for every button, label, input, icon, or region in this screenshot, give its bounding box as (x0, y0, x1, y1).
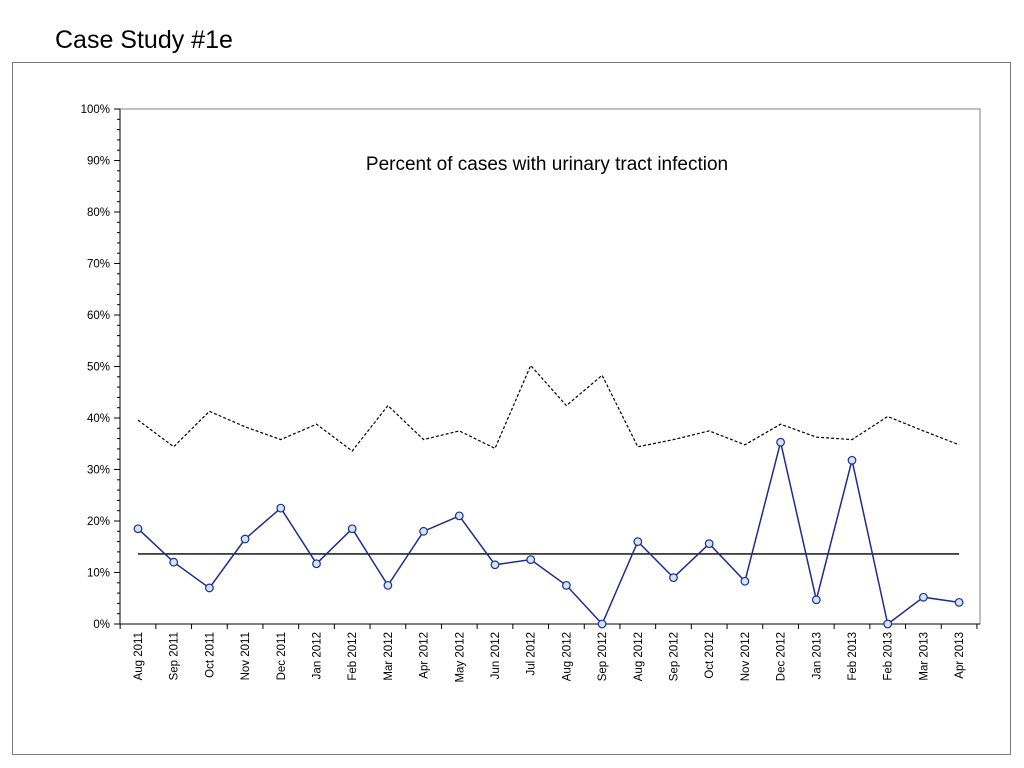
y-tick-label: 70% (87, 259, 110, 271)
x-tick-label: Aug 2011 (133, 632, 145, 680)
y-tick-label: 30% (87, 465, 110, 477)
x-tick-label: Feb 2013 (847, 632, 859, 681)
data-point (240, 534, 250, 544)
data-point (312, 559, 321, 569)
data-point (562, 580, 571, 590)
data-point (704, 539, 714, 549)
x-tick-label: Sep 2012 (669, 632, 681, 681)
x-tick-label: Apr 2012 (419, 632, 431, 679)
data-point (169, 557, 179, 567)
chart-title: Percent of cases with urinary tract infe… (366, 154, 728, 175)
data-point (419, 526, 429, 536)
x-tick-label: Nov 2011 (240, 632, 252, 680)
x-tick-label: Sep 2012 (597, 632, 609, 681)
control-chart: Percent of cases with urinary tract infe… (81, 104, 981, 683)
x-tick-label: Sep 2011 (169, 632, 181, 680)
data-point (204, 583, 214, 593)
x-tick-label: Dec 2012 (776, 632, 788, 681)
data-point (919, 592, 928, 602)
data-point (383, 580, 393, 590)
y-tick-label: 80% (87, 207, 110, 219)
data-point (133, 524, 143, 534)
slide-title: Case Study #1e (55, 26, 233, 54)
y-tick-label: 90% (87, 156, 110, 168)
data-point (847, 455, 857, 465)
data-point (276, 503, 286, 513)
y-tick-label: 60% (87, 310, 110, 322)
data-point (740, 576, 750, 586)
x-tick-label: Oct 2012 (704, 632, 716, 679)
y-tick-label: 100% (81, 104, 110, 116)
plot-area (119, 108, 981, 625)
x-tick-label: Oct 2011 (204, 632, 216, 678)
data-point (526, 555, 536, 565)
x-tick-label: Aug 2012 (561, 632, 573, 681)
x-tick-label: Jul 2012 (526, 632, 538, 675)
x-tick-label: Jan 2013 (811, 632, 823, 679)
x-tick-label: Jun 2012 (490, 632, 502, 679)
data-point (883, 619, 893, 629)
x-axis: Aug 2011 Sep 2011 Oct 2011 Nov 2011 Dec 2011… (119, 623, 980, 683)
data-line (137, 442, 960, 626)
x-tick-label: May 2012 (454, 632, 466, 683)
x-tick-label: Apr 2013 (954, 632, 966, 679)
y-tick-label: 50% (87, 362, 110, 374)
x-tick-label: Feb 2012 (347, 632, 359, 681)
data-point (454, 511, 464, 521)
data-point (347, 524, 357, 534)
x-tick-label: Feb 2013 (883, 632, 895, 681)
y-tick-label: 40% (87, 413, 110, 425)
plot-border (119, 108, 981, 625)
y-tick-label: 20% (87, 516, 110, 528)
x-tick-label: Mar 2012 (383, 632, 395, 681)
x-tick-label: Mar 2013 (918, 632, 930, 681)
y-axis: 0% 10% 20% 30% 40% 50% 60% 70% 80% 90% 100% (81, 104, 121, 631)
data-point (597, 619, 607, 629)
data-point (633, 537, 643, 547)
upper-limit-line (137, 364, 960, 452)
data-point (954, 597, 964, 607)
data-point (669, 573, 678, 583)
chart-frame: Percent of cases with urinary tract infe… (12, 62, 1011, 755)
x-tick-label: Aug 2012 (633, 632, 645, 681)
data-point (811, 595, 821, 605)
y-tick-label: 10% (87, 568, 110, 580)
series-layer (133, 364, 964, 629)
data-point (776, 437, 785, 447)
x-tick-label: Nov 2012 (740, 632, 752, 681)
x-tick-label: Jan 2012 (312, 632, 324, 679)
y-tick-label: 0% (93, 619, 110, 631)
data-point (490, 560, 500, 570)
x-tick-label: Dec 2011 (276, 632, 288, 680)
